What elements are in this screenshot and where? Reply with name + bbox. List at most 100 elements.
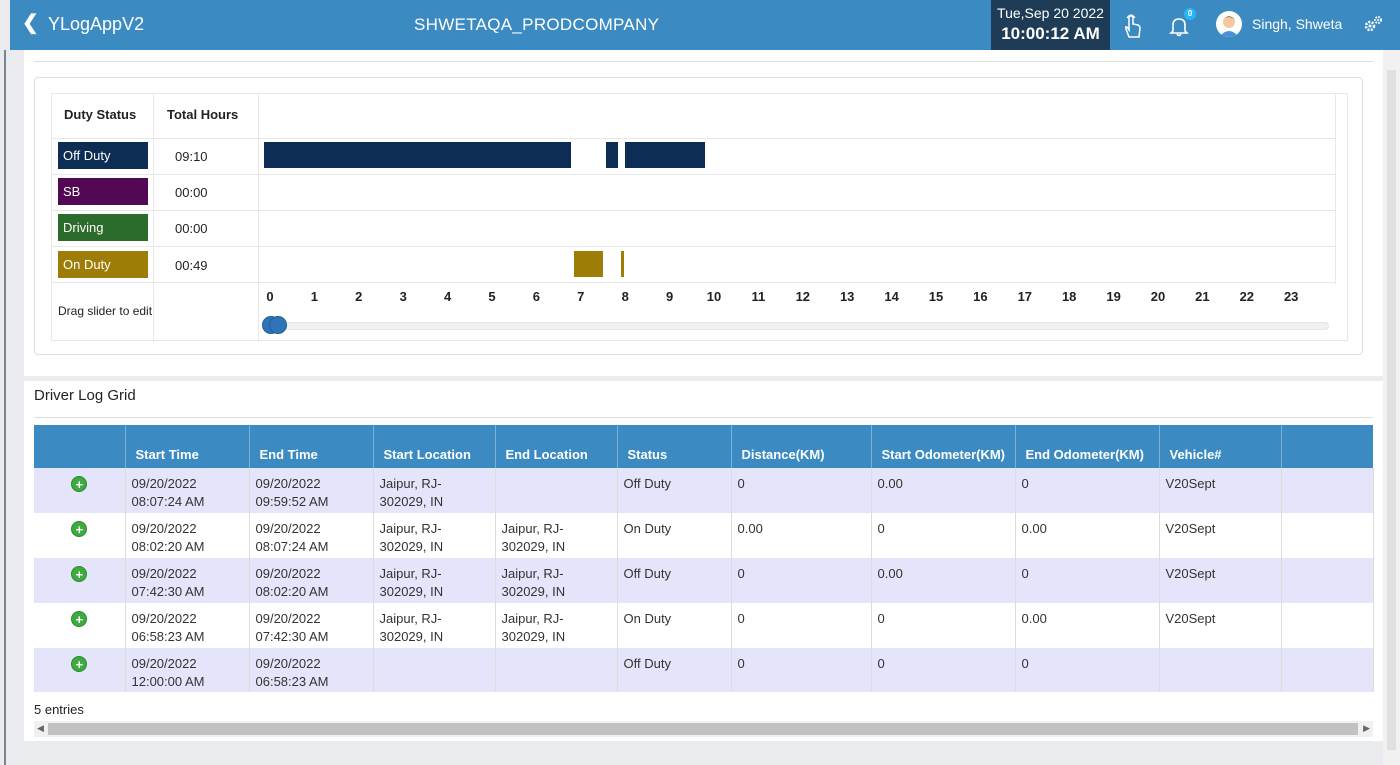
- left-divider: [4, 50, 6, 765]
- axis-tick-label: 20: [1150, 289, 1166, 304]
- app-title[interactable]: YLogAppV2: [48, 14, 145, 34]
- touch-hand-icon[interactable]: [1122, 12, 1142, 38]
- cell-vehicle: V20Sept: [1159, 468, 1282, 513]
- bell-icon[interactable]: [1169, 15, 1189, 37]
- duty-segment-on-duty: [620, 251, 624, 277]
- table-row[interactable]: +09/20/2022 08:07:24 AM 09/20/2022 09:59:…: [34, 468, 1374, 513]
- slider-handle[interactable]: [269, 316, 287, 334]
- scrollbar-thumb[interactable]: [1387, 70, 1396, 750]
- horizontal-scrollbar[interactable]: ◀ ▶: [34, 721, 1373, 737]
- column-header[interactable]: Start Location: [373, 425, 496, 468]
- expand-row-plus-icon[interactable]: +: [71, 476, 88, 492]
- scrollbar-thumb[interactable]: [48, 723, 1358, 735]
- column-header[interactable]: Vehicle#: [1159, 425, 1282, 468]
- duty-chart-panel: Duty Status Total Hours Off Duty SB Driv…: [24, 50, 1383, 376]
- table-row[interactable]: +09/20/2022 07:42:30 AM 09/20/2022 08:02:…: [34, 558, 1374, 603]
- axis-tick-label: 4: [443, 289, 452, 304]
- divider: [34, 61, 1373, 62]
- axis-tick-label: 5: [488, 289, 496, 304]
- table-row[interactable]: +09/20/2022 06:58:23 AM 09/20/2022 07:42:…: [34, 603, 1374, 648]
- expand-cell: +: [34, 603, 126, 648]
- duty-segment-off-duty: [264, 142, 571, 168]
- expand-cell: +: [34, 558, 126, 603]
- expand-row-plus-icon[interactable]: +: [71, 521, 88, 537]
- user-avatar[interactable]: [1216, 11, 1242, 37]
- divider: [52, 138, 1335, 139]
- column-header[interactable]: Status: [617, 425, 732, 468]
- axis-tick-label: 17: [1017, 289, 1033, 304]
- driver-log-table: Start Time End Time Start Location End Loca…: [34, 425, 1374, 692]
- cell-start-loc: Jaipur, RJ-302029, IN: [373, 603, 496, 648]
- duty-status-header: Duty Status: [64, 107, 137, 122]
- expand-row-plus-icon[interactable]: +: [71, 611, 88, 627]
- duty-status-chart: Duty Status Total Hours Off Duty SB Driv…: [51, 93, 1348, 342]
- axis-tick-label: 9: [665, 289, 674, 304]
- cell-end-loc: Jaipur, RJ-302029, IN: [495, 513, 618, 558]
- company-name: SHWETAQA_PRODCOMPANY: [414, 15, 660, 34]
- axis-tick-label: 10: [706, 289, 722, 304]
- column-header[interactable]: End Location: [495, 425, 618, 468]
- axis-tick-label: 8: [621, 289, 629, 304]
- axis-tick-label: 11: [751, 289, 766, 304]
- column-header[interactable]: Distance(KM): [731, 425, 872, 468]
- column-header[interactable]: Start Odometer(KM): [871, 425, 1016, 468]
- app-header: ❮ YLogAppV2 SHWETAQA_PRODCOMPANY Tue,Sep…: [10, 0, 1400, 50]
- cell-status: Off Duty: [617, 558, 732, 603]
- cell-status: On Duty: [617, 603, 732, 648]
- cell-end-time: 09/20/2022 09:59:52 AM: [249, 468, 374, 513]
- axis-tick-label: 14: [884, 289, 899, 304]
- divider: [52, 282, 1335, 283]
- cell-end-loc: [495, 648, 618, 692]
- table-header-row: Start Time End Time Start Location End Loca…: [34, 425, 1374, 468]
- user-name[interactable]: Singh, Shweta: [1252, 16, 1343, 32]
- drag-slider-hint: Drag slider to edit: [58, 304, 153, 318]
- table-row[interactable]: +09/20/2022 08:02:20 AM 09/20/2022 08:07:…: [34, 513, 1374, 558]
- expand-row-plus-icon[interactable]: +: [71, 656, 88, 672]
- column-header[interactable]: End Time: [249, 425, 374, 468]
- driver-log-grid-panel: Driver Log Grid Start Time End Time Start …: [24, 381, 1383, 741]
- expand-row-plus-icon[interactable]: +: [71, 566, 88, 582]
- time-slider-track[interactable]: [264, 322, 1329, 330]
- cell-start-time: 09/20/2022 08:07:24 AM: [125, 468, 250, 513]
- cell-empty: [1281, 603, 1374, 648]
- status-badge-driving: Driving: [58, 214, 148, 241]
- divider: [1335, 94, 1336, 284]
- divider: [34, 417, 1373, 418]
- column-header[interactable]: End Odometer(KM): [1015, 425, 1160, 468]
- chevron-left-icon[interactable]: ❮: [22, 12, 39, 34]
- cell-end-loc: [495, 468, 618, 513]
- cell-start-loc: Jaipur, RJ-302029, IN: [373, 558, 496, 603]
- cell-start-loc: Jaipur, RJ-302029, IN: [373, 468, 496, 513]
- entries-count: 5 entries: [34, 702, 84, 717]
- cell-start-odo: 0.00: [871, 558, 1016, 603]
- cell-status: Off Duty: [617, 648, 732, 692]
- scroll-left-arrow-icon[interactable]: ◀: [37, 723, 44, 733]
- axis-tick-label: 23: [1283, 289, 1299, 304]
- column-header[interactable]: [34, 425, 126, 468]
- cell-end-loc: Jaipur, RJ-302029, IN: [495, 558, 618, 603]
- grid-title: Driver Log Grid: [34, 387, 136, 404]
- cell-end-loc: Jaipur, RJ-302029, IN: [495, 603, 618, 648]
- axis-tick-label: 18: [1061, 289, 1077, 304]
- vertical-scrollbar[interactable]: [1383, 50, 1400, 765]
- cell-empty: [1281, 513, 1374, 558]
- duty-segment-on-duty: [573, 251, 604, 277]
- status-badge-on-duty: On Duty: [58, 251, 148, 278]
- status-badge-off-duty: Off Duty: [58, 142, 148, 169]
- cell-start-time: 09/20/2022 06:58:23 AM: [125, 603, 250, 648]
- axis-tick-label: 3: [399, 289, 407, 304]
- cell-end-odo: 0.00: [1015, 603, 1160, 648]
- table-row[interactable]: +09/20/2022 12:00:00 AM 09/20/2022 06:58:…: [34, 648, 1374, 692]
- duty-chart-card: Duty Status Total Hours Off Duty SB Driv…: [34, 77, 1363, 355]
- cell-end-time: 09/20/2022 07:42:30 AM: [249, 603, 374, 648]
- cell-status: On Duty: [617, 513, 732, 558]
- duty-segment-off-duty: [606, 142, 618, 168]
- gears-icon[interactable]: [1362, 14, 1384, 36]
- scroll-right-arrow-icon[interactable]: ▶: [1363, 723, 1370, 733]
- cell-start-odo: 0: [871, 603, 1016, 648]
- cell-start-loc: Jaipur, RJ-302029, IN: [373, 513, 496, 558]
- expand-cell: +: [34, 468, 126, 513]
- column-header[interactable]: [1281, 425, 1374, 468]
- clock-box: Tue,Sep 20 2022 10:00:12 AM: [991, 0, 1110, 50]
- column-header[interactable]: Start Time: [125, 425, 250, 468]
